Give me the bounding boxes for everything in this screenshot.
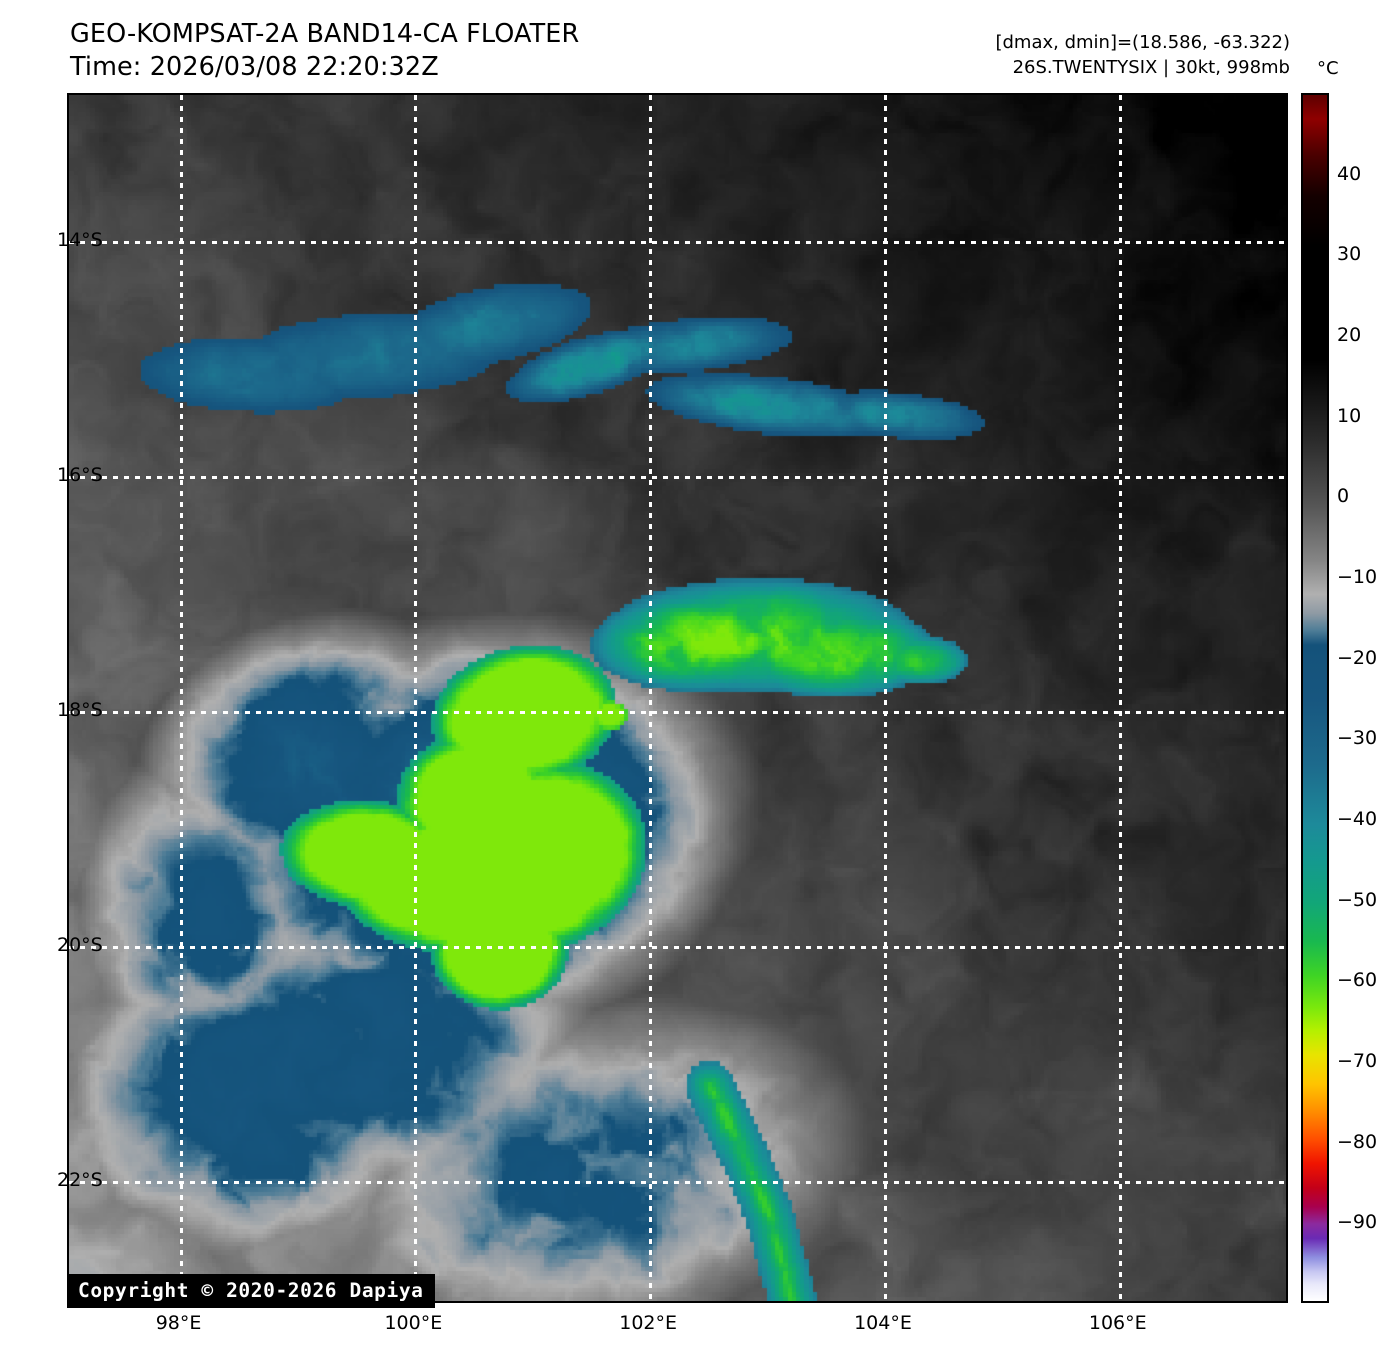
x-axis-tick-label: 100°E (384, 1312, 443, 1334)
satellite-image-plot[interactable] (67, 93, 1288, 1303)
colorbar-tick-label: −30 (1337, 727, 1378, 750)
x-axis-tick-label: 98°E (155, 1312, 202, 1334)
gridline-overlay (69, 95, 1286, 1301)
colorbar-tick-label: −50 (1337, 888, 1378, 911)
timestamp: Time: 2026/03/08 22:20:32Z (70, 52, 439, 82)
gridline-horizontal (69, 945, 1286, 949)
gridline-vertical (883, 95, 887, 1301)
temperature-colorbar (1301, 93, 1329, 1303)
y-axis-tick-label: 22°S (57, 1168, 103, 1191)
header-meta-block: [dmax, dmin]=(18.586, -63.322) 26S.TWENT… (995, 30, 1290, 80)
storm-info-readout: 26S.TWENTYSIX | 30kt, 998mb (1012, 57, 1290, 78)
copyright-watermark: Copyright © 2020-2026 Dapiya (67, 1274, 435, 1308)
header-title-block: GEO-KOMPSAT-2A BAND14-CA FLOATER Time: 2… (70, 18, 579, 84)
x-axis-tick-label: 102°E (619, 1312, 678, 1334)
gridline-vertical (1118, 95, 1122, 1301)
colorbar-tick-label: 40 (1337, 162, 1362, 185)
gridline-horizontal (69, 475, 1286, 479)
colorbar-tick-label: 10 (1337, 404, 1362, 427)
colorbar-tick-label: −90 (1337, 1211, 1378, 1234)
satellite-imagery-canvas (69, 95, 1286, 1301)
colorbar-tick-label: 30 (1337, 243, 1362, 266)
gridline-horizontal (69, 710, 1286, 714)
colorbar-tick-label: −20 (1337, 646, 1378, 669)
colorbar-tick-label: 0 (1337, 485, 1350, 508)
gridline-vertical (414, 95, 418, 1301)
x-axis-tick-label: 104°E (854, 1312, 912, 1334)
gridline-horizontal (69, 1180, 1286, 1184)
colorbar-tick-label: −80 (1337, 1130, 1378, 1153)
gridline-vertical (649, 95, 653, 1301)
page-title: GEO-KOMPSAT-2A BAND14-CA FLOATER (70, 19, 580, 49)
colorbar-tick-label: −70 (1337, 1050, 1378, 1072)
y-axis-tick-label: 18°S (57, 698, 103, 721)
y-axis-tick-label: 16°S (57, 463, 103, 486)
y-axis-tick-label: 14°S (57, 228, 103, 251)
y-axis-tick-label: 20°S (57, 933, 103, 956)
colorbar-unit-label: °C (1317, 58, 1339, 79)
colorbar-tick-label: −60 (1337, 969, 1378, 992)
colorbar-tick-label: −10 (1337, 566, 1378, 588)
gridline-vertical (179, 95, 183, 1301)
colorbar-tick-label: 20 (1337, 324, 1362, 346)
gridline-horizontal (69, 240, 1286, 244)
x-axis-tick-label: 106°E (1088, 1312, 1147, 1334)
colorbar-tick-label: −40 (1337, 808, 1378, 830)
dmax-dmin-readout: [dmax, dmin]=(18.586, -63.322) (995, 32, 1290, 53)
